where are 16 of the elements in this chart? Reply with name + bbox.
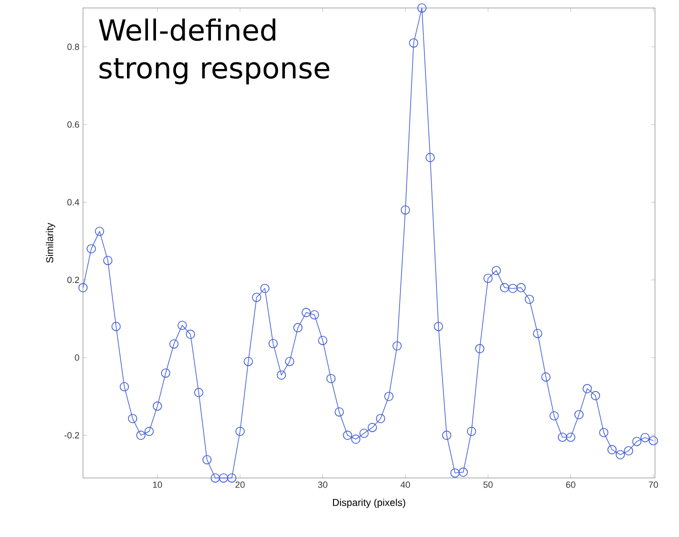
y-tick-label: 0.2: [67, 276, 80, 284]
annotation: Well-defined strong response: [98, 18, 330, 84]
x-tick-label: 50: [483, 482, 493, 488]
x-tick-label: 70: [648, 482, 658, 488]
x-tick-label: 20: [236, 482, 245, 488]
y-tick-label: 0.4: [67, 199, 80, 206]
x-tick-label: 30: [318, 482, 328, 488]
y-tick-label: 0.8: [67, 44, 80, 50]
x-tick-label: 40: [400, 482, 410, 488]
y-tick-label: -0.2: [64, 432, 80, 438]
y-tick-label: 0.6: [67, 121, 80, 128]
x-tick-label: 60: [566, 482, 576, 488]
x-axis-title: Disparity (pixels): [333, 498, 406, 508]
x-tick-label: 10: [153, 482, 162, 488]
y-axis-title: Similarity: [46, 222, 56, 263]
y-tick-label: 0: [74, 354, 80, 361]
